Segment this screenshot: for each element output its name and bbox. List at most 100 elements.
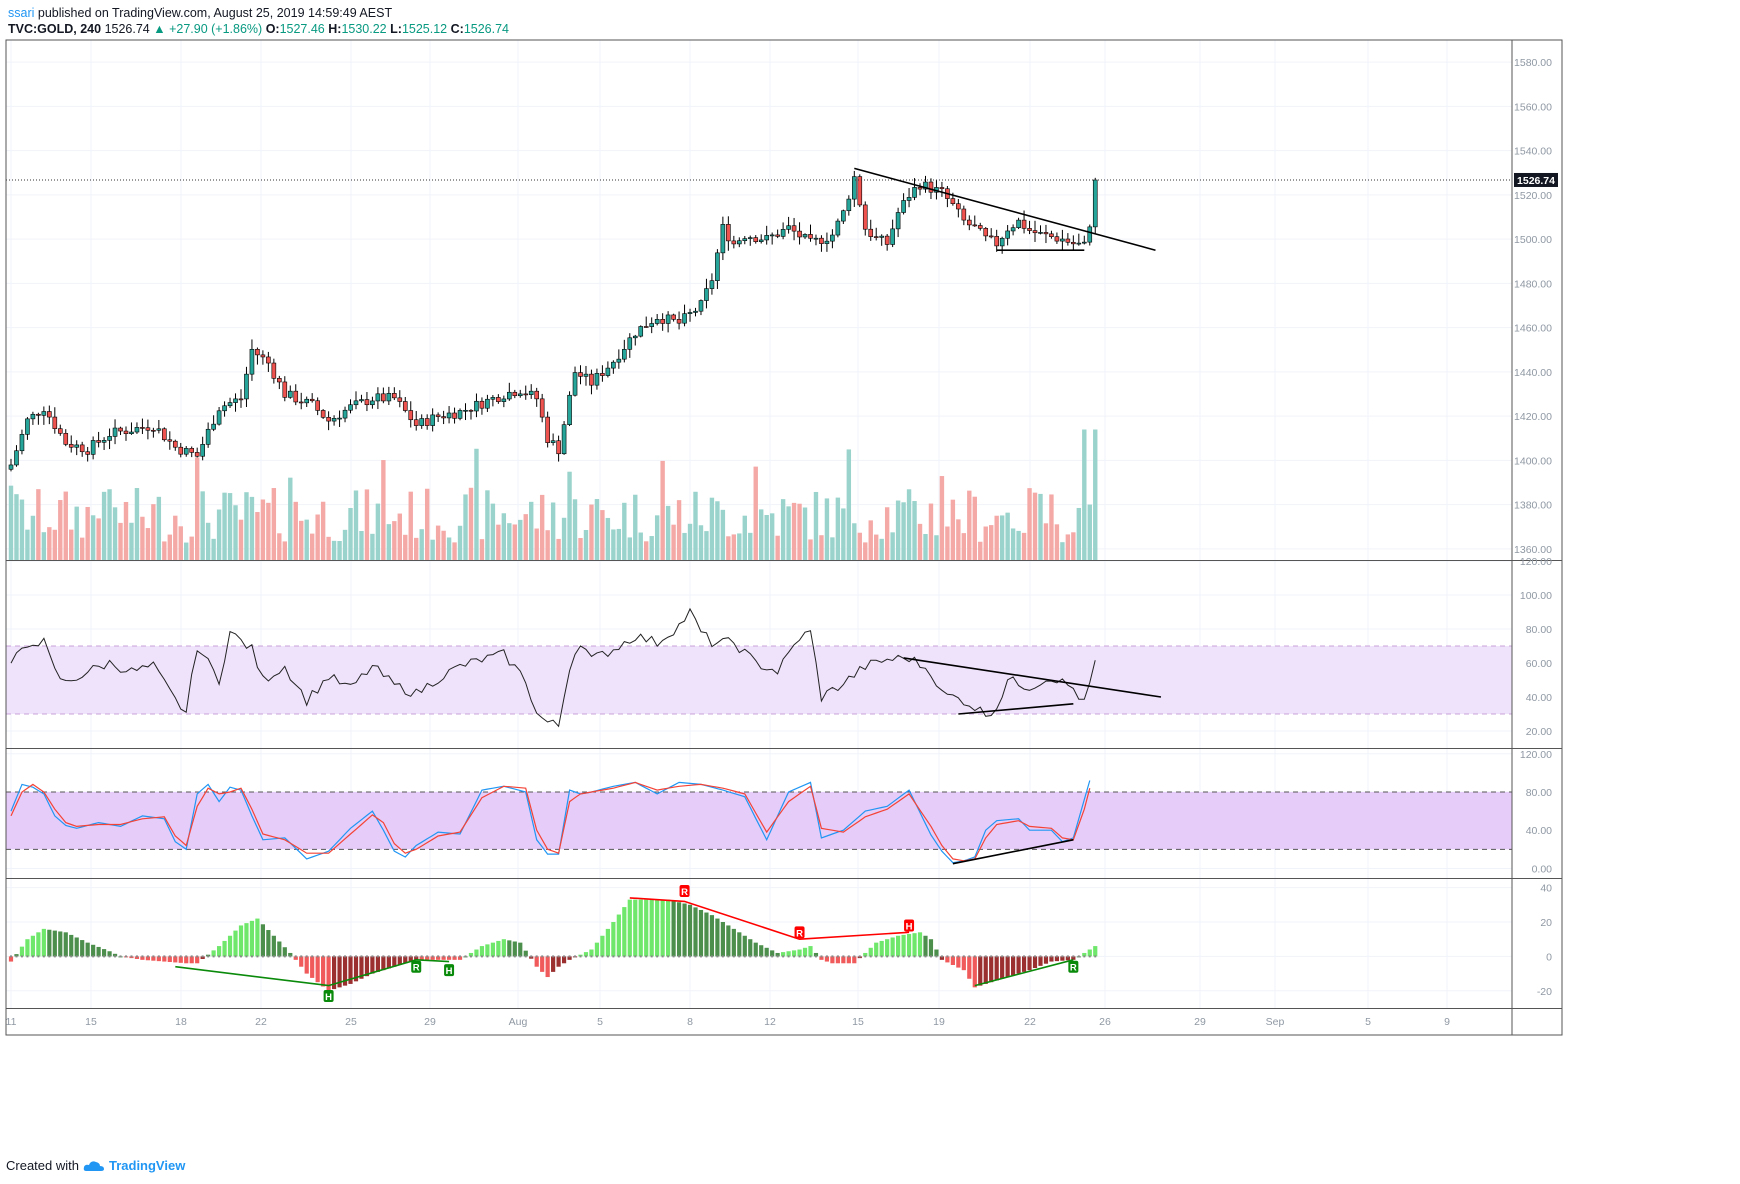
zero-line-dot [48, 955, 51, 958]
tradingview-logo-text[interactable]: TradingView [108, 1158, 186, 1173]
zero-line-dot [272, 955, 275, 958]
volume-bar [704, 531, 709, 560]
candle-body [381, 393, 386, 402]
candle-body [79, 444, 85, 453]
volume-bar [824, 498, 830, 560]
volume-bar [1087, 504, 1092, 560]
price-candles[interactable] [8, 170, 1098, 472]
histogram-bar [1038, 956, 1043, 966]
zero-line-dot [612, 955, 615, 958]
volume-bar [693, 491, 698, 560]
divergence-line-green [175, 958, 450, 987]
histogram-bar [425, 956, 430, 960]
price-tick-label: 1580.00 [1514, 57, 1552, 69]
candle-body [939, 187, 945, 190]
zero-line-dot [689, 955, 692, 958]
histogram-bar [310, 956, 315, 978]
zero-line-dot [836, 955, 839, 958]
candle-body [397, 397, 403, 402]
volume-bar [972, 496, 977, 560]
histogram-bar [189, 956, 194, 964]
zero-line-dot [415, 955, 418, 958]
volume-bar [63, 491, 68, 560]
zero-line-dot [497, 955, 500, 958]
candle-body [266, 356, 271, 364]
histogram-bar [671, 900, 676, 957]
candle-body [857, 176, 863, 206]
candle-body [14, 450, 19, 466]
candle-body [649, 323, 654, 327]
histogram-bar [989, 956, 994, 983]
zero-line-dot [207, 955, 210, 958]
zero-line-dot [338, 955, 341, 958]
histogram-bar [885, 939, 890, 957]
volume-bar [649, 536, 654, 560]
chart-canvas[interactable]: R R H H R H R 1360.00 1380.00 1400.00 1420.00 1440… [0, 0, 1740, 1150]
histogram-bar [622, 907, 627, 957]
histogram-bar [874, 942, 879, 957]
divergence-marker-label: R [1070, 963, 1077, 974]
zero-line-dot [809, 955, 812, 958]
histogram-bar [485, 944, 490, 957]
histogram-bar [370, 956, 375, 974]
histogram-bar [518, 942, 523, 957]
time-tick-label: 29 [424, 1016, 436, 1028]
zero-line-dot [601, 955, 604, 958]
zero-line-dot [190, 955, 193, 958]
histogram-bar [934, 949, 939, 957]
candle-body [1060, 238, 1065, 242]
candle-body [632, 335, 638, 339]
candle-body [156, 428, 162, 431]
zero-line-dot [163, 955, 166, 958]
price-tick-label: 1440.00 [1514, 367, 1552, 379]
price-tick-label: 1520.00 [1514, 190, 1552, 202]
author-name[interactable]: ssari [8, 6, 35, 20]
histogram-bar [726, 925, 731, 957]
volume-bar [512, 524, 517, 560]
histogram-bar [36, 932, 41, 957]
histogram-bar [381, 956, 386, 971]
candle-body [392, 393, 397, 399]
histogram-bar [96, 946, 101, 957]
volume-bar [184, 542, 189, 560]
histogram-bar [1065, 956, 1070, 961]
candle-body [813, 237, 819, 240]
candle-body [616, 358, 622, 363]
volume-bar [52, 529, 58, 560]
histogram-bar [972, 956, 977, 988]
price-axis[interactable]: 1360.00 1380.00 1400.00 1420.00 1440.00 1460.… [1514, 57, 1558, 998]
divergence-marker [1068, 960, 1079, 973]
candle-body [895, 212, 901, 230]
volume-bar [605, 517, 611, 560]
histogram-bar [244, 923, 249, 957]
histogram-bar [950, 956, 955, 965]
histogram-bar [441, 956, 446, 960]
histogram-bar [364, 956, 370, 977]
symbol-name: TVC:GOLD, 240 [8, 22, 102, 36]
drawn-annotations[interactable]: R R H H R H R [6, 167, 1512, 1003]
volume-bar [989, 525, 994, 560]
zero-line-dot [1012, 955, 1015, 958]
volume-bar [791, 502, 797, 560]
volume-bar [485, 490, 490, 560]
volume-bar [397, 513, 402, 560]
candle-body [238, 398, 244, 401]
volume-bar [616, 528, 622, 560]
volume-bar [320, 501, 326, 560]
candle-body [118, 427, 123, 432]
candle-body [1021, 219, 1027, 229]
histogram-bar [107, 951, 112, 957]
zero-line-dot [568, 955, 571, 958]
volume-bar [830, 537, 835, 560]
zero-line-dot [442, 955, 445, 958]
volume-bar [430, 539, 435, 560]
time-tick-label: 29 [1194, 1016, 1206, 1028]
time-axis[interactable]: 11 15 18 22 25 29 Aug 5 8 12 15 19 22 26 29 Sep 5 9 [6, 1016, 1451, 1028]
histogram-bar [397, 956, 402, 965]
candle-body [862, 204, 868, 230]
zero-line-dot [229, 955, 232, 958]
histogram-bar [216, 946, 222, 957]
zero-line-dot [1023, 955, 1026, 958]
zero-line-dot [721, 955, 724, 958]
candle-body [348, 404, 353, 411]
